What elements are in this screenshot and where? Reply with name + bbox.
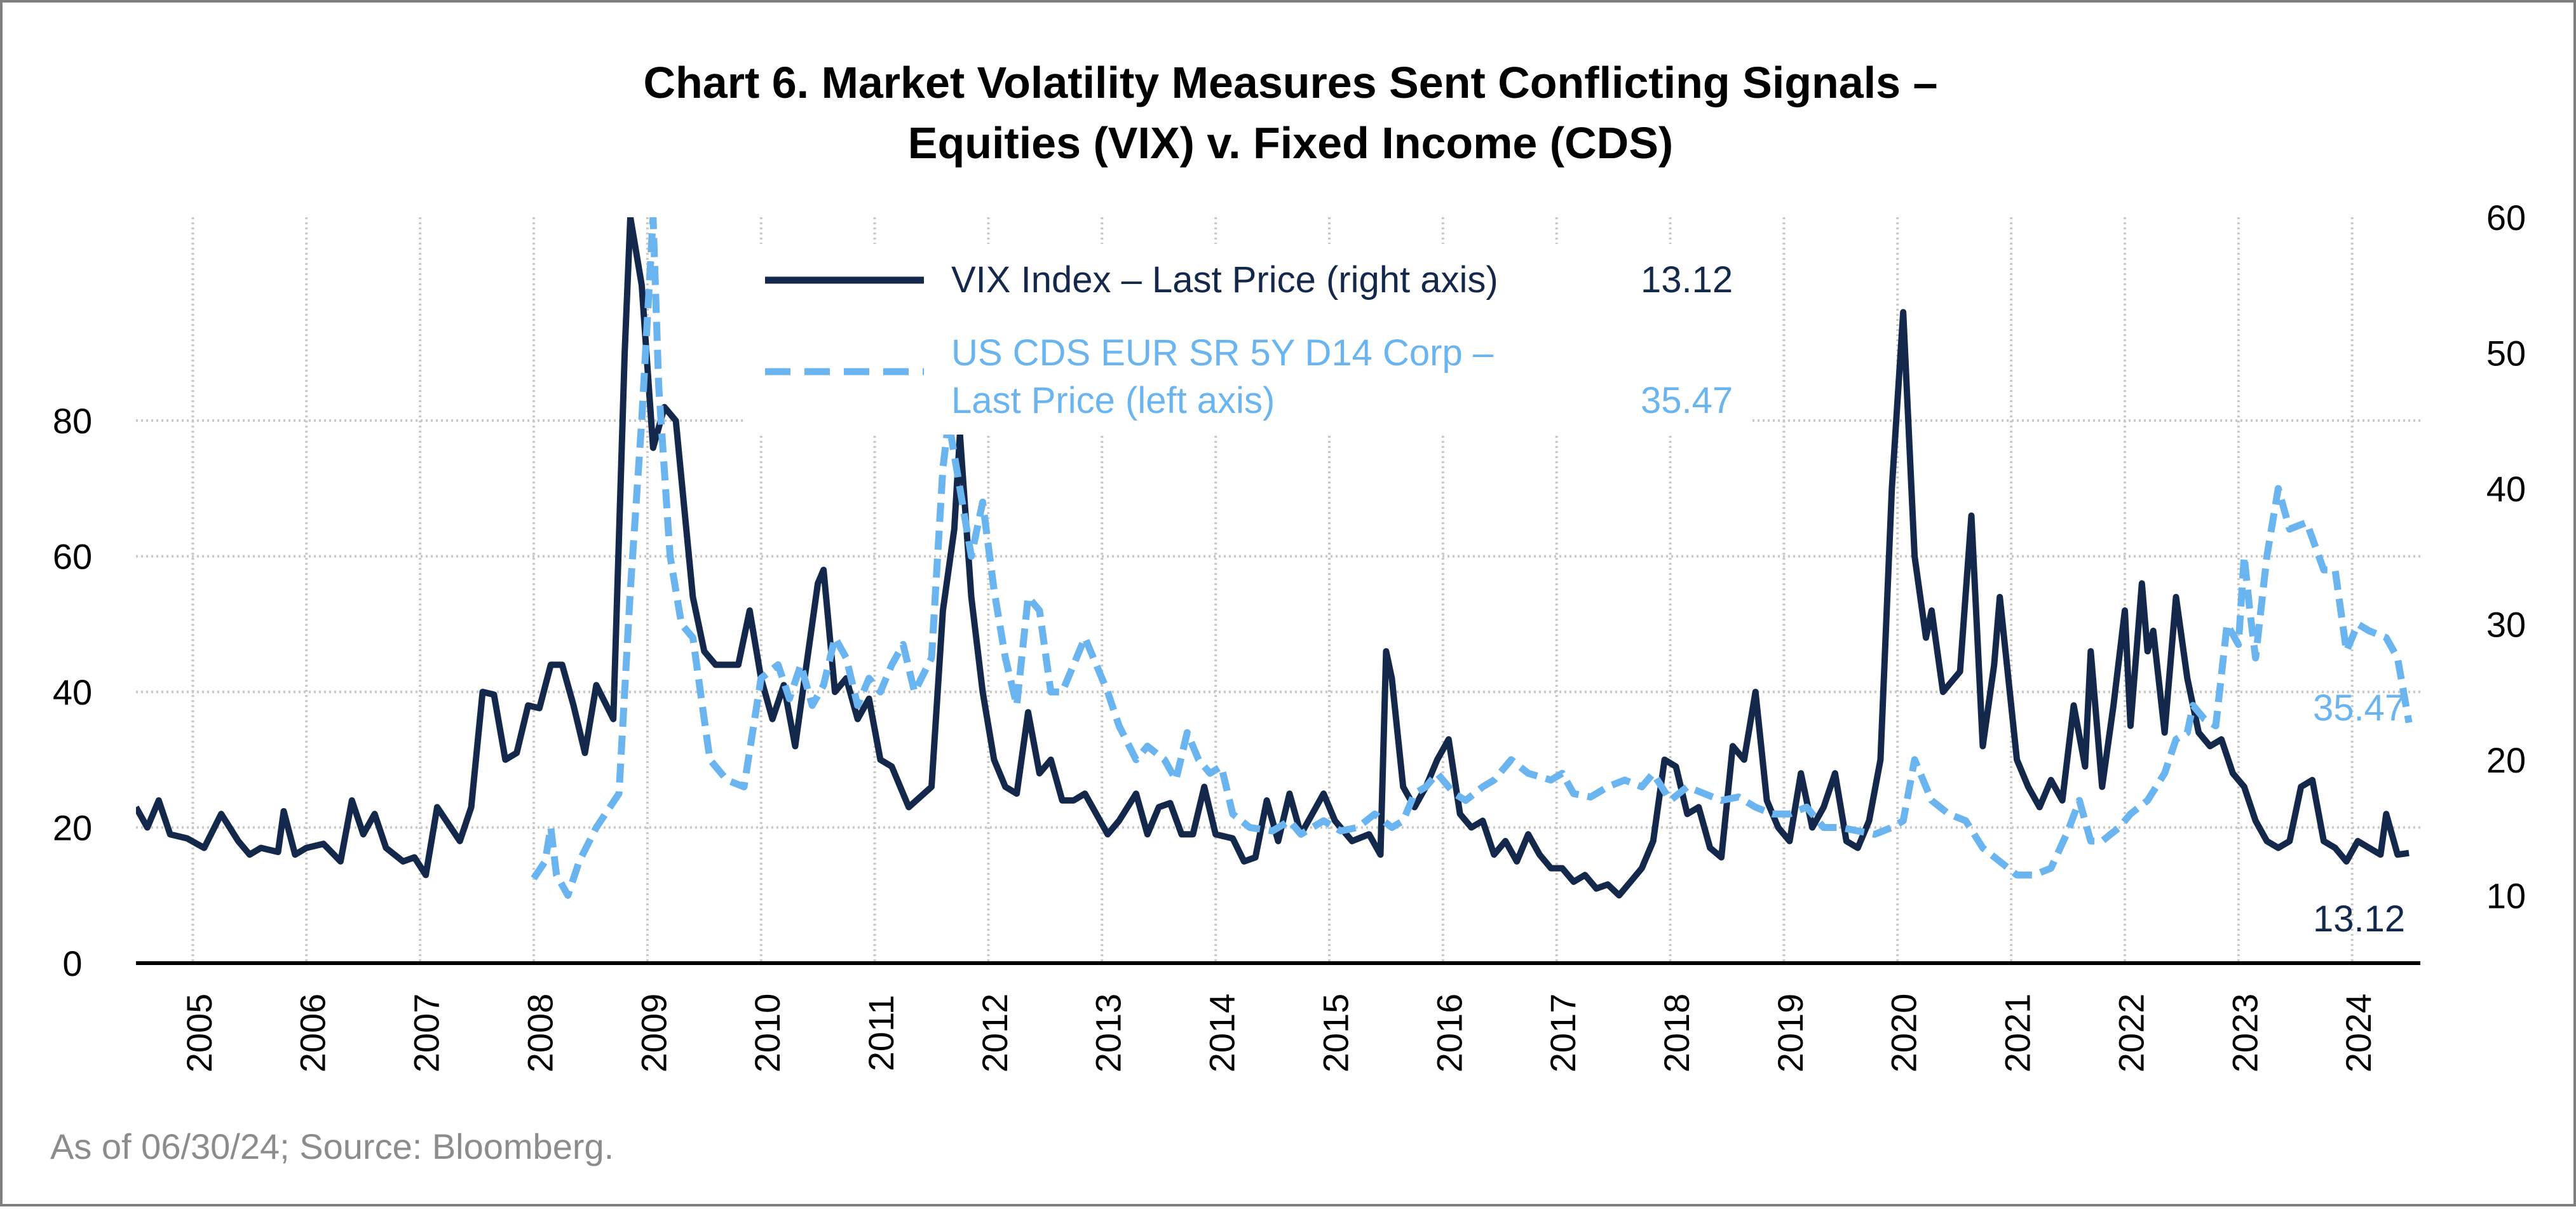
right-tick-label-40: 40 <box>2486 469 2526 509</box>
x-tick-label-2019: 2019 <box>1770 994 1810 1073</box>
legend: VIX Index – Last Price (right axis) 13.1… <box>746 244 1750 435</box>
vix-series-line <box>136 217 2410 899</box>
x-tick-label-2017: 2017 <box>1543 994 1583 1073</box>
x-tick-label-2020: 2020 <box>1884 994 1924 1073</box>
x-tick-label-2009: 2009 <box>634 994 674 1073</box>
x-tick-label-2024: 2024 <box>2338 994 2378 1073</box>
tick-labels: 0 20 40 60 80 10 20 30 40 50 60 2005 2006 2007 2008 200… <box>53 198 2526 1072</box>
legend-label-cds-line-2: Last Price (left axis) <box>951 380 1275 421</box>
left-tick-label-60: 60 <box>53 537 92 577</box>
x-tick-label-2007: 2007 <box>407 994 447 1073</box>
legend-label-vix: VIX Index – Last Price (right axis) <box>951 259 1498 301</box>
x-tick-label-2023: 2023 <box>2225 994 2265 1073</box>
chart-canvas: Chart 6. Market Volatility Measures Sent… <box>50 58 2526 1166</box>
right-tick-label-60: 60 <box>2486 198 2526 238</box>
x-tick-label-2018: 2018 <box>1657 994 1697 1073</box>
left-tick-label-80: 80 <box>53 401 92 441</box>
source-note: As of 06/30/24; Source: Bloomberg. <box>50 1126 614 1166</box>
x-tick-label-2011: 2011 <box>861 995 901 1071</box>
right-tick-label-10: 10 <box>2486 875 2526 915</box>
chart-title-line-1: Chart 6. Market Volatility Measures Sent… <box>644 58 1938 107</box>
x-tick-label-2021: 2021 <box>1998 994 2038 1073</box>
right-tick-label-30: 30 <box>2486 604 2526 644</box>
x-tick-label-2005: 2005 <box>179 994 219 1073</box>
right-tick-label-20: 20 <box>2486 740 2526 780</box>
x-tick-label-2010: 2010 <box>747 994 787 1073</box>
x-tick-label-2016: 2016 <box>1429 994 1469 1073</box>
left-tick-label-0: 0 <box>62 943 82 983</box>
end-label-vix: 13.12 <box>2313 898 2405 940</box>
cds-series-line <box>531 217 2413 899</box>
x-tick-label-2008: 2008 <box>520 994 560 1073</box>
end-label-cds: 35.47 <box>2313 687 2405 729</box>
legend-background <box>746 244 1750 435</box>
left-tick-label-40: 40 <box>53 672 92 712</box>
legend-value-vix: 13.12 <box>1641 259 1733 301</box>
x-tick-label-2012: 2012 <box>975 994 1015 1073</box>
legend-value-cds: 35.47 <box>1641 380 1733 421</box>
x-tick-label-2013: 2013 <box>1088 994 1129 1073</box>
x-tick-label-2022: 2022 <box>2111 994 2151 1073</box>
x-tick-label-2015: 2015 <box>1315 994 1355 1073</box>
x-tick-label-2014: 2014 <box>1202 994 1242 1073</box>
chart-title-line-2: Equities (VIX) v. Fixed Income (CDS) <box>908 118 1673 168</box>
right-tick-label-50: 50 <box>2486 333 2526 373</box>
left-tick-label-20: 20 <box>53 808 92 848</box>
legend-label-cds-line-1: US CDS EUR SR 5Y D14 Corp – <box>951 332 1494 374</box>
series-lines <box>136 217 2413 899</box>
x-tick-label-2006: 2006 <box>293 994 333 1073</box>
